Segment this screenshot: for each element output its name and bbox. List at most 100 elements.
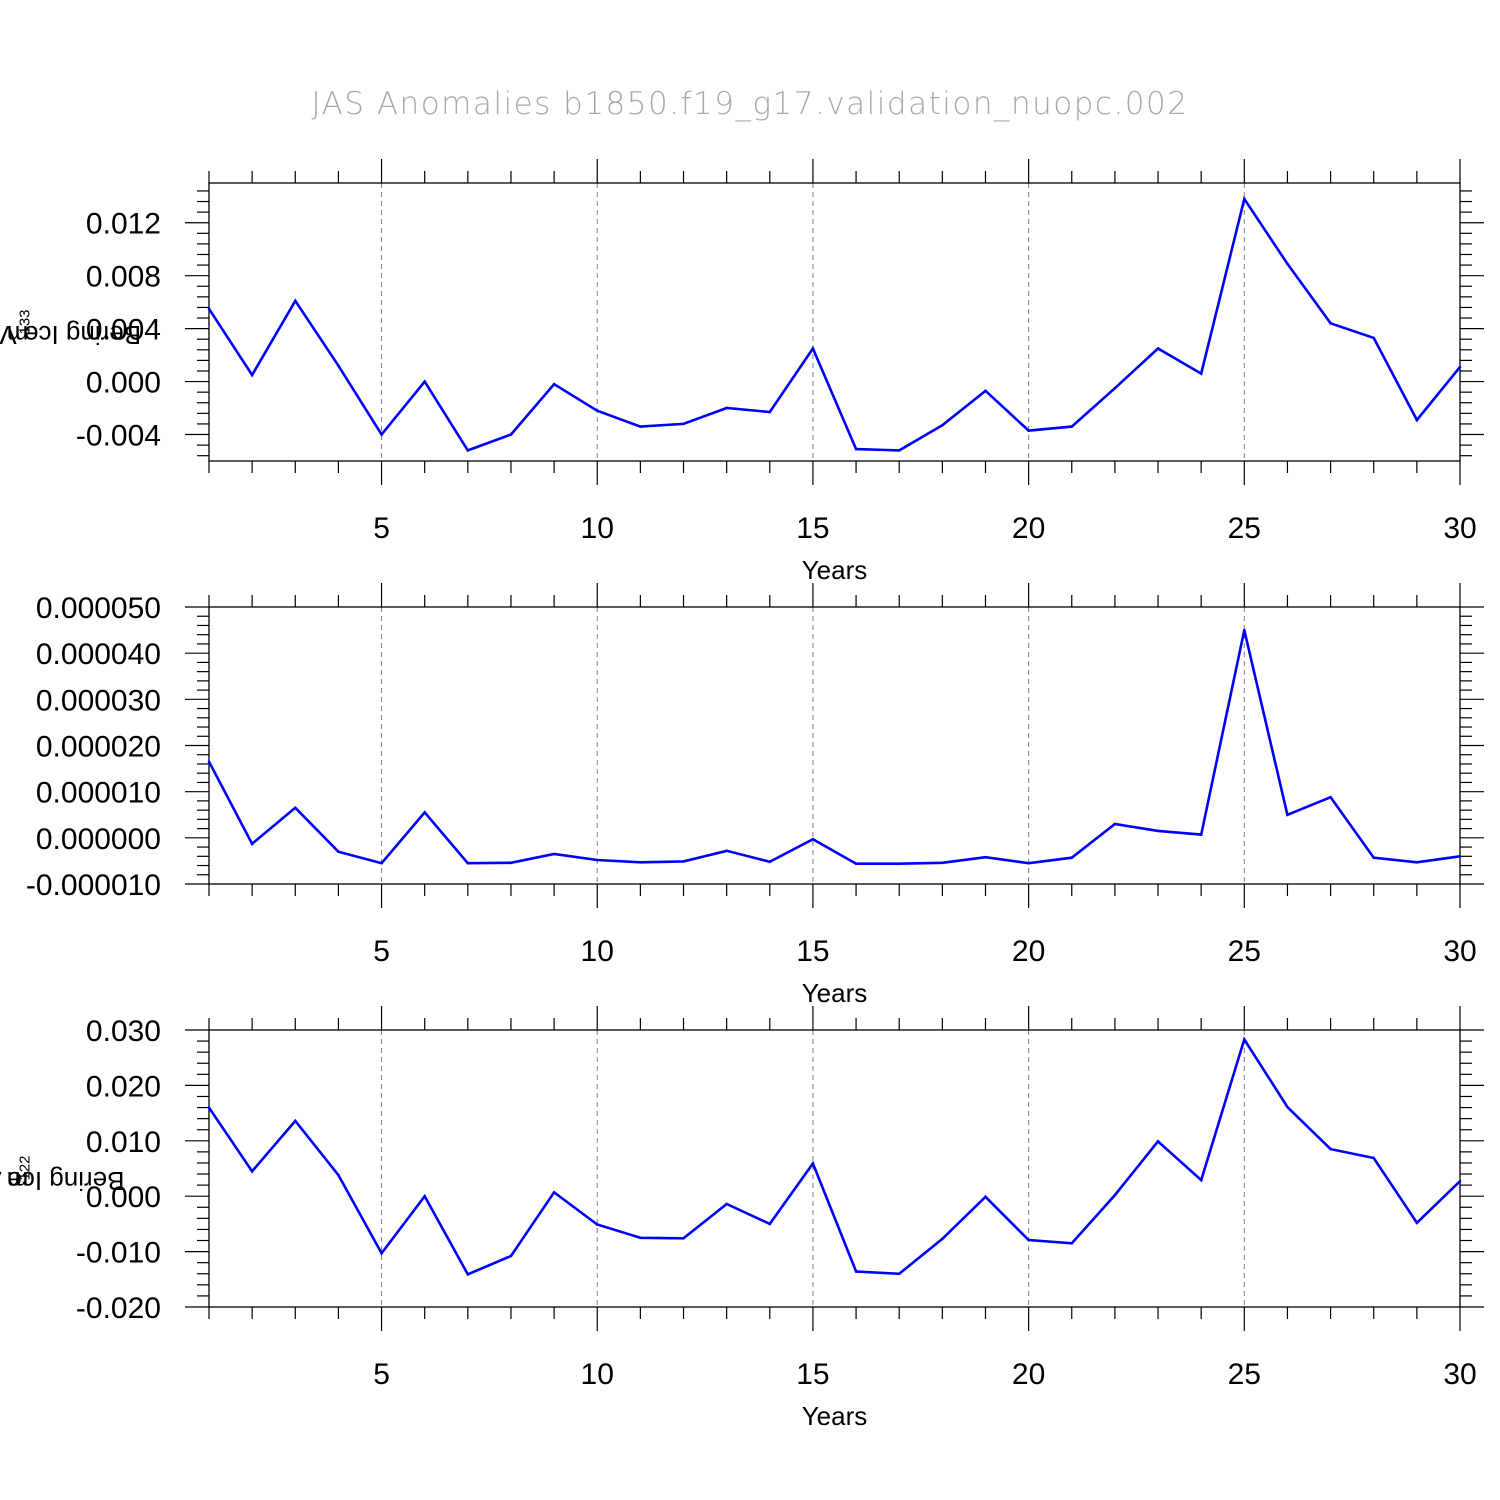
y-tick-label: 0.000 — [86, 1181, 161, 1214]
data-point — [509, 861, 513, 865]
data-point — [1372, 1156, 1376, 1160]
y-tick-label: 0.030 — [86, 1015, 161, 1048]
data-point — [941, 861, 944, 865]
x-tick-label: 15 — [796, 512, 829, 545]
data-point — [639, 1236, 642, 1240]
data-point — [1329, 1147, 1332, 1151]
x-tick-label: 30 — [1443, 935, 1476, 968]
data-point — [207, 760, 211, 763]
x-tick-label: 20 — [1012, 1358, 1045, 1391]
data-point — [337, 364, 340, 367]
data-point — [725, 849, 728, 853]
series-line — [207, 1036, 1461, 1276]
data-point — [595, 1223, 599, 1226]
data-point — [552, 382, 556, 386]
data-point — [1458, 365, 1462, 369]
data-point — [1372, 336, 1376, 340]
x-tick-label: 10 — [581, 1358, 614, 1391]
data-point — [811, 837, 815, 841]
panel-3: -0.020 -0.010 0.000 0.010 0.020 0.030 5 10 15 20 2… — [76, 1006, 1484, 1431]
data-point — [1156, 1140, 1160, 1143]
data-point — [768, 860, 772, 864]
x-tick-label: 5 — [373, 512, 390, 545]
data-point — [1243, 628, 1246, 632]
x-tick-label: 30 — [1443, 512, 1476, 545]
data-point — [1458, 855, 1462, 858]
x-tick-label: 20 — [1012, 935, 1045, 968]
data-point — [466, 861, 470, 865]
data-point — [1070, 425, 1074, 428]
data-point — [552, 1191, 556, 1194]
data-point — [811, 1162, 815, 1165]
y-tick-label: 0.000000 — [36, 823, 161, 856]
data-point — [380, 861, 383, 865]
data-point — [552, 852, 556, 856]
series-line — [207, 195, 1462, 452]
data-point — [941, 1237, 944, 1241]
data-point — [854, 1270, 858, 1273]
series-line — [207, 629, 1461, 866]
y-tick-label: 0.012 — [86, 208, 161, 241]
x-tick-label: 5 — [373, 1358, 390, 1391]
data-point — [1156, 829, 1160, 833]
data-point — [595, 409, 599, 412]
data-point — [1415, 861, 1419, 864]
data-point — [984, 855, 987, 859]
data-point — [293, 806, 297, 810]
y-tick-label: 0.000030 — [36, 684, 161, 717]
x-axis-label: Years — [802, 1401, 868, 1431]
data-point — [1286, 262, 1289, 266]
data-point — [595, 858, 599, 862]
data-point — [725, 406, 728, 410]
data-point — [984, 389, 987, 393]
x-tick-label: 5 — [373, 935, 390, 968]
data-point — [207, 1106, 211, 1109]
plot-frame — [208, 182, 1461, 462]
data-point — [1415, 1221, 1419, 1225]
data-point — [1156, 347, 1160, 350]
data-point — [1286, 813, 1289, 817]
panel-2: -0.000010 0.000000 0.000010 0.000020 0.00003… — [26, 583, 1484, 1008]
data-point — [1199, 372, 1203, 375]
data-point — [1458, 1179, 1462, 1183]
data-point — [725, 1202, 728, 1206]
data-point — [207, 307, 211, 311]
data-point — [639, 861, 642, 864]
data-point — [811, 347, 815, 350]
panel-1: -0.004 0.000 0.004 0.008 0.012 5 10 15 20 25 30 Yea… — [76, 159, 1484, 585]
x-axis-label: Years — [802, 555, 868, 585]
data-point — [854, 447, 858, 451]
data-point — [897, 862, 901, 865]
data-point — [941, 423, 944, 427]
data-point — [1070, 1241, 1074, 1245]
data-point — [509, 433, 513, 436]
data-point — [682, 860, 685, 863]
y-tick-label: 0.020 — [86, 1070, 161, 1103]
data-point — [1113, 1193, 1117, 1197]
x-tick-label: 25 — [1228, 935, 1261, 968]
plot-frame — [208, 1029, 1461, 1308]
x-tick-label: 15 — [796, 1358, 829, 1391]
data-point — [1372, 856, 1376, 859]
y-tick-label: 0.000020 — [36, 731, 161, 764]
y-tick-label: -0.000010 — [26, 869, 161, 902]
data-point — [768, 1222, 772, 1226]
data-point — [1199, 1178, 1203, 1182]
x-axis-label: Years — [802, 978, 868, 1008]
data-point — [1329, 795, 1332, 799]
data-point — [682, 422, 685, 426]
data-point — [639, 425, 642, 428]
data-point — [897, 449, 901, 452]
data-point — [337, 850, 340, 853]
data-point — [380, 433, 383, 436]
data-point — [1027, 429, 1030, 432]
x-tick-label: 10 — [581, 512, 614, 545]
data-point — [337, 1173, 340, 1177]
data-point — [768, 410, 772, 414]
data-point — [293, 1119, 297, 1123]
y-tick-label: 0.000050 — [36, 592, 161, 625]
data-point — [984, 1195, 987, 1199]
data-point — [293, 299, 297, 303]
y-tick-label: -0.020 — [76, 1292, 161, 1325]
data-point — [897, 1272, 901, 1276]
